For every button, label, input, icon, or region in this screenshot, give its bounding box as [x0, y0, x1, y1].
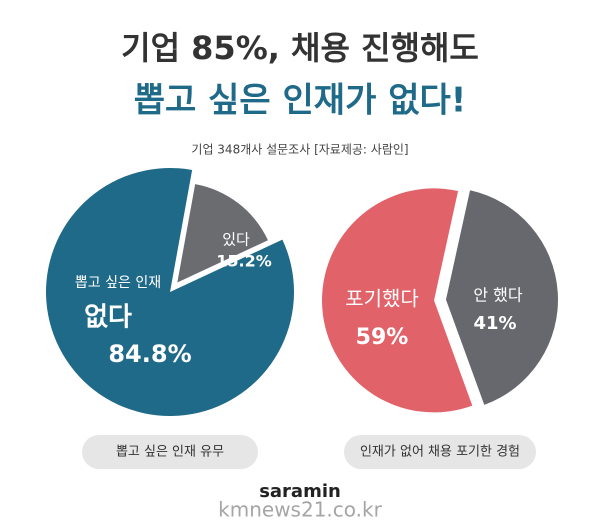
subtitle: 기업 348개사 설문조사 [자료제공: 사람인] [191, 143, 408, 157]
pie-slice [445, 190, 558, 405]
pie-slice [46, 168, 295, 416]
value-label: 41% [473, 313, 516, 334]
caption-pill [82, 435, 258, 469]
chart-caption: 인재가 없어 채용 포기한 경험 [360, 445, 520, 460]
slice-label: 없다 [84, 303, 132, 333]
brand: saramin [259, 481, 341, 502]
title-line: 뽑고 싶은 인재가 없다! [134, 81, 467, 121]
slice-label: 포기했다 [345, 287, 419, 311]
chart-caption: 뽑고 싶은 인재 유무 [116, 445, 224, 460]
pie-slice [177, 184, 268, 283]
watermark: kmnews21.co.kr [218, 498, 382, 522]
pie-slice [322, 188, 473, 413]
value-label: 15.2% [216, 252, 272, 271]
value-label: 84.8% [108, 340, 191, 368]
slice-label: 있다 [222, 231, 250, 249]
caption-pill [344, 435, 536, 469]
slice-annotation: 뽑고 싶은 인재 [75, 275, 161, 291]
value-label: 59% [356, 325, 409, 350]
slice-label: 안 했다 [473, 286, 523, 305]
title-line: 기업 85%, 채용 진행해도 [121, 29, 479, 67]
